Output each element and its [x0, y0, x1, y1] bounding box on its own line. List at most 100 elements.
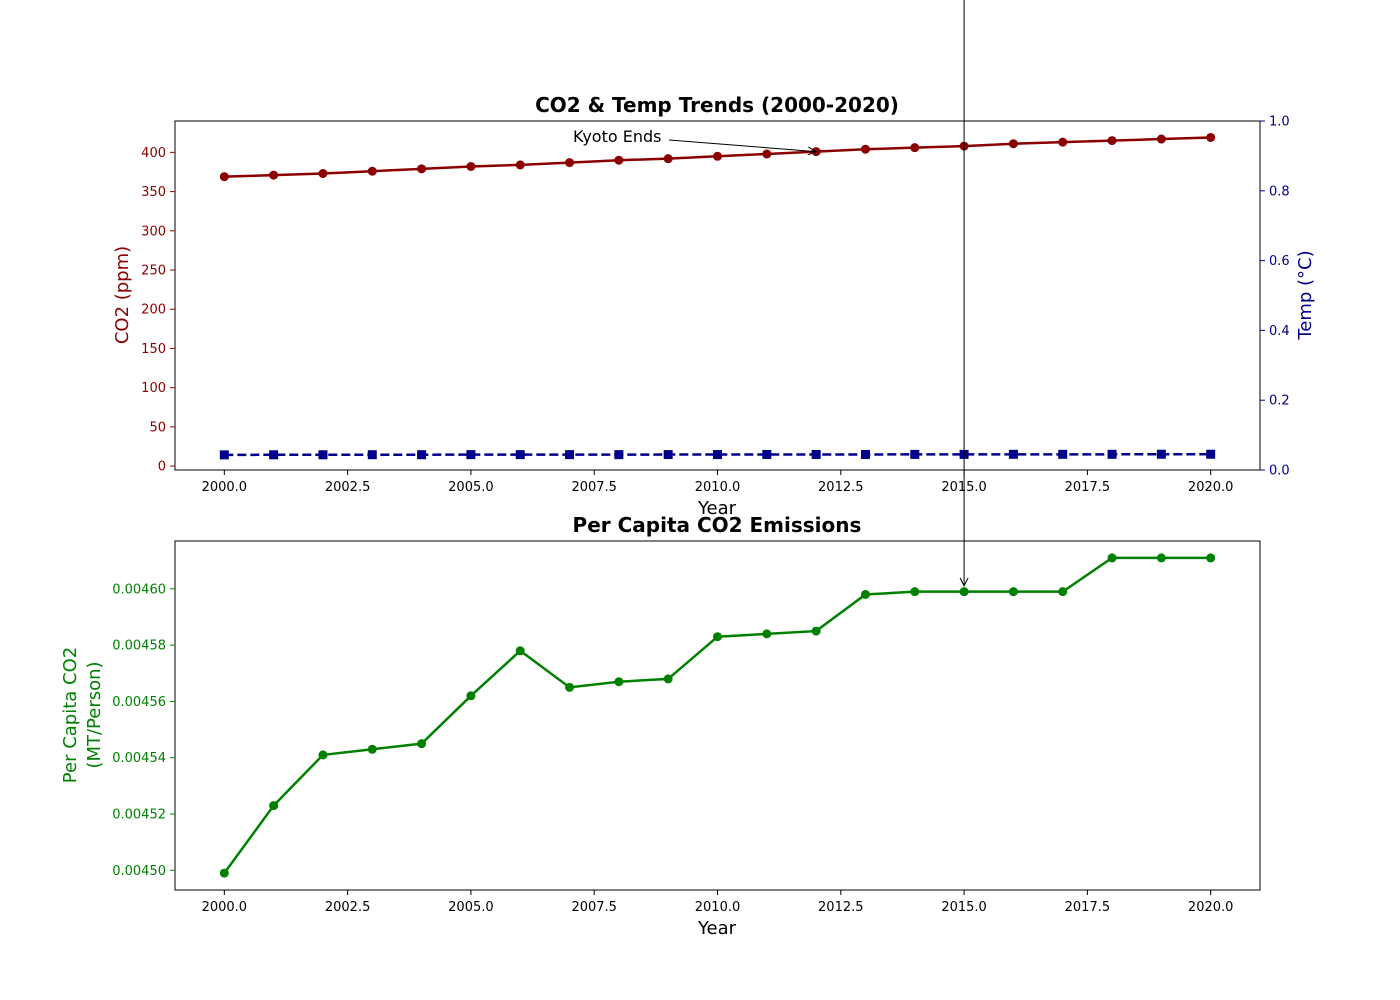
y-tick-label: 0.00460 [112, 582, 166, 597]
temp-point [1206, 449, 1216, 459]
temp-point [466, 450, 476, 460]
x-tick-label: 2002.5 [325, 480, 371, 495]
per-capita-point [811, 626, 821, 636]
bottom-plot-frame [174, 540, 1261, 891]
temp-point [269, 450, 279, 460]
y-tick-label: 0.00456 [112, 695, 166, 710]
x-tick-label: 2010.0 [695, 900, 741, 915]
co2-point [466, 161, 476, 171]
x-tick-label: 2002.5 [325, 900, 371, 915]
per-capita-point [762, 629, 772, 639]
right-y-tick-label: 0.6 [1269, 254, 1290, 269]
top-x-axis-label: Year [697, 498, 737, 519]
bottom-y-ticks: 0.00450 0.00452 0.00454 0.00456 0.00458 0.004… [112, 582, 175, 879]
left-y-tick-label: 350 [141, 185, 166, 200]
temp-line [224, 452, 1211, 457]
per-capita-point [269, 801, 279, 811]
temp-point [1058, 449, 1068, 459]
per-capita-point [367, 744, 377, 754]
x-tick-label: 2017.5 [1065, 480, 1111, 495]
per-capita-point [959, 587, 969, 597]
temp-point [663, 450, 673, 460]
co2-point [1156, 134, 1166, 144]
left-y-tick-label: 50 [149, 420, 166, 435]
left-y-tick-label: 200 [141, 303, 166, 318]
co2-point [663, 154, 673, 164]
kyoto-annotation-text: Kyoto Ends [573, 127, 661, 146]
bottom-y-axis-label-line1: Per Capita CO2 [60, 647, 81, 783]
co2-point [219, 172, 229, 182]
x-tick-label: 2017.5 [1065, 900, 1111, 915]
top-x-ticks: 2000.0 2002.5 2005.0 2007.5 2010.0 2012.5 2015… [202, 470, 1233, 495]
per-capita-point [1156, 553, 1166, 563]
co2-point [713, 151, 722, 161]
temp-point [910, 449, 920, 459]
x-tick-label: 2005.0 [448, 900, 494, 915]
vertical-arrow-head [959, 577, 969, 587]
per-capita-point [565, 682, 575, 692]
y-tick-label: 0.00450 [112, 864, 166, 879]
y-tick-label: 0.00454 [112, 751, 166, 766]
left-y-tick-label: 100 [141, 381, 166, 396]
per-capita-point [1107, 553, 1117, 563]
bottom-y-axis-label-line2: (MT/Person) [84, 661, 105, 768]
co2-point [1058, 137, 1068, 147]
temp-point [219, 450, 229, 460]
temp-point [515, 450, 525, 460]
right-y-tick-label: 0.2 [1269, 394, 1290, 409]
temp-point [367, 450, 377, 460]
co2-point [318, 169, 328, 179]
per-capita-point [910, 587, 920, 597]
co2-temp-panel: CO2 & Temp Trends (2000-2020) 2000.0 2002… [112, 93, 1316, 519]
temp-point [860, 449, 870, 459]
kyoto-arrow-head [807, 146, 818, 156]
top-left-y-ticks: 0 50 100 150 200 250 300 350 400 [141, 146, 175, 475]
x-tick-label: 2010.0 [695, 480, 741, 495]
co2-point [860, 144, 870, 154]
per-capita-point [417, 739, 427, 749]
x-tick-label: 2015.0 [941, 900, 987, 915]
co2-point [1107, 136, 1117, 146]
left-y-tick-label: 400 [141, 146, 166, 161]
co2-point [269, 170, 279, 180]
co2-point [1206, 132, 1216, 142]
x-tick-label: 2005.0 [448, 480, 494, 495]
per-capita-panel: Per Capita CO2 Emissions 2000.0 2002.5 200… [60, 513, 1261, 939]
right-y-tick-label: 1.0 [1269, 115, 1290, 130]
co2-point [614, 155, 624, 165]
co2-point [515, 160, 525, 170]
per-capita-point [466, 691, 476, 701]
left-y-tick-label: 300 [141, 224, 166, 239]
per-capita-line [223, 556, 1211, 874]
bottom-x-axis-label: Year [697, 918, 737, 939]
temp-point [713, 450, 722, 460]
co2-point [367, 166, 377, 176]
bottom-x-ticks: 2000.0 2002.5 2005.0 2007.5 2010.0 2012.5 2015… [202, 890, 1233, 915]
per-capita-point [614, 677, 624, 687]
co2-point [565, 158, 575, 168]
top-series-group [219, 132, 1216, 460]
co2-point [910, 143, 920, 153]
per-capita-point [318, 750, 328, 760]
temp-point [318, 450, 328, 460]
left-y-tick-label: 150 [141, 342, 166, 357]
co2-point [417, 164, 427, 174]
top-chart-title: CO2 & Temp Trends (2000-2020) [535, 93, 899, 117]
y-tick-label: 0.00458 [112, 639, 166, 654]
per-capita-point [663, 674, 673, 684]
temp-point [614, 450, 624, 460]
co2-point [1008, 139, 1018, 149]
per-capita-point [713, 632, 722, 642]
per-capita-point [219, 868, 229, 878]
temp-point [811, 449, 821, 459]
top-right-y-ticks: 0.0 0.2 0.4 0.6 0.8 1.0 [1260, 115, 1290, 479]
per-capita-point [1008, 587, 1018, 597]
bottom-series-group [219, 553, 1216, 878]
temp-point [762, 449, 772, 459]
top-right-y-axis-label: Temp (°C) [1295, 250, 1316, 340]
right-y-tick-label: 0.4 [1269, 324, 1290, 339]
x-tick-label: 2007.5 [571, 480, 617, 495]
temp-point [417, 450, 427, 460]
temp-point [1107, 449, 1117, 459]
